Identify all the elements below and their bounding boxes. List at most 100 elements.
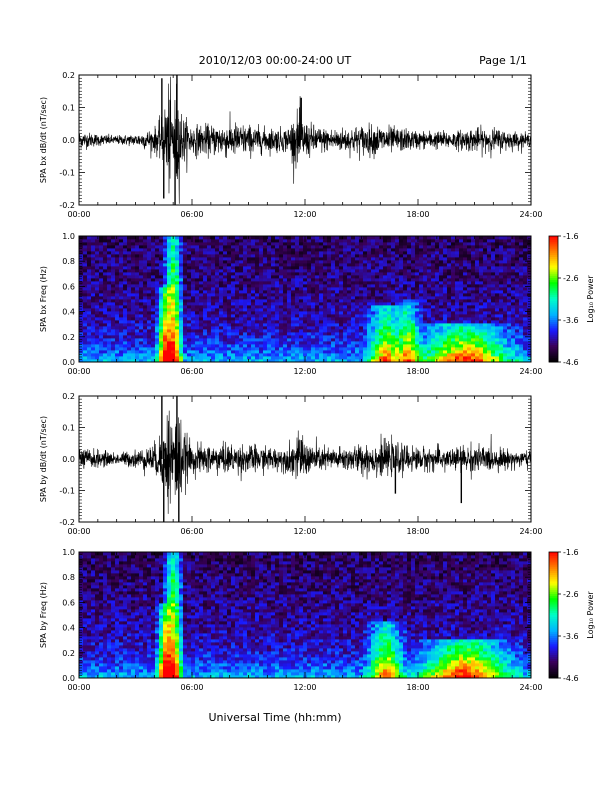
heatmap-cell <box>279 359 284 363</box>
heatmap-cell <box>159 350 164 354</box>
heatmap-cell <box>327 242 332 246</box>
heatmap-cell <box>275 260 280 264</box>
heatmap-cell <box>199 290 204 294</box>
heatmap-cell <box>299 347 304 351</box>
heatmap-cell <box>419 317 424 321</box>
heatmap-cell <box>167 338 172 342</box>
heatmap-cell <box>355 278 360 282</box>
heatmap-cell <box>387 302 392 306</box>
heatmap-cell <box>495 317 500 321</box>
heatmap-cell <box>423 302 428 306</box>
heatmap-cell <box>299 257 304 261</box>
heatmap-cell <box>151 278 156 282</box>
heatmap-cell <box>391 290 396 294</box>
heatmap-cell <box>279 236 284 240</box>
heatmap-cell <box>331 257 336 261</box>
heatmap-cell <box>271 290 276 294</box>
heatmap-cell <box>455 248 460 252</box>
heatmap-cell <box>107 290 112 294</box>
heatmap-cell <box>191 245 196 249</box>
heatmap-cell <box>491 272 496 276</box>
heatmap-cell <box>119 308 124 312</box>
heatmap-cell <box>259 293 264 297</box>
heatmap-cell <box>303 305 308 309</box>
heatmap-cell <box>443 317 448 321</box>
heatmap-cell <box>111 344 116 348</box>
heatmap-cell <box>287 281 292 285</box>
heatmap-cell <box>115 350 120 354</box>
heatmap-cell <box>271 260 276 264</box>
heatmap-cell <box>323 272 328 276</box>
heatmap-cell <box>263 266 268 270</box>
heatmap-cell <box>159 242 164 246</box>
heatmap-cell <box>375 338 380 342</box>
heatmap-cell <box>127 278 132 282</box>
heatmap-cell <box>487 335 492 339</box>
heatmap-cell <box>267 335 272 339</box>
heatmap-cell <box>279 263 284 267</box>
heatmap-cell <box>371 356 376 360</box>
heatmap-cell <box>339 302 344 306</box>
heatmap-cell <box>343 356 348 360</box>
heatmap-cell <box>463 257 468 261</box>
heatmap-cell <box>195 341 200 345</box>
heatmap-cell <box>143 254 148 258</box>
heatmap-cell <box>499 341 504 345</box>
heatmap-cell <box>435 332 440 336</box>
heatmap-cell <box>355 272 360 276</box>
heatmap-cell <box>263 326 268 330</box>
heatmap-cell <box>439 356 444 360</box>
heatmap-cell <box>419 251 424 255</box>
heatmap-cell <box>223 308 228 312</box>
heatmap-cell <box>407 272 412 276</box>
heatmap-cell <box>147 236 152 240</box>
heatmap-cell <box>423 323 428 327</box>
heatmap-cell <box>131 281 136 285</box>
heatmap-cell <box>143 356 148 360</box>
heatmap-cell <box>527 266 532 270</box>
heatmap-cell <box>275 257 280 261</box>
heatmap-cell <box>371 320 376 324</box>
heatmap-cell <box>379 269 384 273</box>
heatmap-cell <box>155 335 160 339</box>
heatmap-cell <box>443 320 448 324</box>
heatmap-cell <box>119 335 124 339</box>
heatmap-cell <box>347 350 352 354</box>
heatmap-cell <box>339 338 344 342</box>
heatmap-cell <box>79 260 84 264</box>
heatmap-cell <box>215 239 220 243</box>
heatmap-cell <box>243 296 248 300</box>
heatmap-cell <box>239 242 244 246</box>
heatmap-cell <box>175 305 180 309</box>
heatmap-cell <box>483 263 488 267</box>
heatmap-cell <box>419 245 424 249</box>
heatmap-cell <box>175 335 180 339</box>
heatmap-cell <box>251 359 256 363</box>
heatmap-cell <box>87 254 92 258</box>
heatmap-cell <box>235 338 240 342</box>
heatmap-cell <box>107 293 112 297</box>
heatmap-cell <box>111 353 116 357</box>
heatmap-cell <box>147 326 152 330</box>
heatmap-cell <box>379 314 384 318</box>
heatmap-cell <box>239 314 244 318</box>
heatmap-cell <box>259 341 264 345</box>
heatmap-cell <box>343 299 348 303</box>
heatmap-cell <box>295 257 300 261</box>
heatmap-cell <box>155 356 160 360</box>
heatmap-cell <box>227 338 232 342</box>
heatmap-cell <box>399 275 404 279</box>
heatmap-cell <box>467 356 472 360</box>
heatmap-cell <box>467 341 472 345</box>
heatmap-cell <box>387 284 392 288</box>
heatmap-cell <box>359 293 364 297</box>
heatmap-cell <box>459 359 464 363</box>
heatmap-cell <box>175 308 180 312</box>
heatmap-cell <box>383 269 388 273</box>
heatmap-cell <box>511 329 516 333</box>
heatmap-cell <box>311 302 316 306</box>
heatmap-cell <box>95 332 100 336</box>
heatmap-cell <box>251 242 256 246</box>
heatmap-cell <box>223 332 228 336</box>
heatmap-cell <box>359 287 364 291</box>
